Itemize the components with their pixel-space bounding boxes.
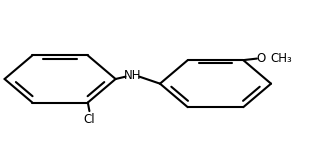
Text: NH: NH — [124, 69, 141, 82]
Text: Cl: Cl — [84, 113, 95, 126]
Text: CH₃: CH₃ — [270, 52, 292, 65]
Text: O: O — [256, 52, 265, 65]
